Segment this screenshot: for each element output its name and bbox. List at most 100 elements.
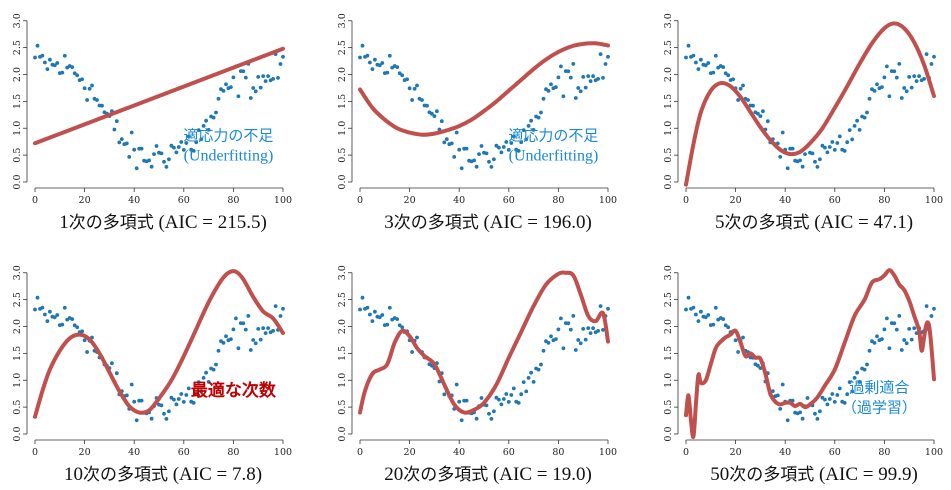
- data-point: [377, 63, 382, 68]
- data-point: [790, 146, 795, 151]
- caption-close: ): [256, 464, 262, 485]
- y-tick-label: 0.5: [12, 148, 23, 163]
- x-tick-label: 0: [683, 195, 689, 206]
- panel-caption: 10次の多項式 (AIC = 7.8): [64, 464, 262, 485]
- data-point: [855, 370, 859, 375]
- data-point: [246, 314, 251, 318]
- y-tick-label: 2.0: [12, 67, 23, 82]
- panel-1: 0 20 40 60 80 100 0.0 0.5 1.0 1.5 2.0 2.5 3.0 適応力の不足 (…: [12, 13, 292, 233]
- data-point: [263, 79, 268, 83]
- x-tick-label: 80: [227, 195, 239, 206]
- data-point: [172, 145, 176, 150]
- data-point: [835, 393, 840, 397]
- data-point: [738, 86, 743, 91]
- caption-aic-value: AIC = 7.8: [179, 464, 256, 485]
- data-point: [885, 316, 889, 321]
- data-point: [546, 341, 551, 345]
- best-degree-label: 最適な次数: [191, 380, 277, 401]
- data-point: [586, 74, 591, 78]
- data-point: [380, 61, 385, 65]
- data-point: [887, 346, 892, 351]
- data-point: [699, 309, 703, 314]
- data-point: [696, 67, 701, 71]
- data-point: [568, 75, 573, 80]
- data-point: [80, 329, 84, 334]
- data-point: [464, 398, 469, 403]
- data-point: [114, 119, 119, 124]
- data-point: [167, 157, 171, 162]
- data-point: [365, 53, 370, 58]
- data-point: [561, 346, 566, 351]
- data-point: [813, 159, 817, 164]
- data-point: [258, 337, 263, 342]
- fit-curve: [33, 46, 285, 146]
- x-tick-label: 20: [404, 447, 416, 458]
- data-point: [224, 334, 228, 339]
- data-point: [492, 157, 496, 162]
- data-point: [248, 348, 253, 352]
- data-point: [556, 327, 561, 332]
- data-point: [549, 82, 553, 87]
- data-point: [825, 402, 830, 407]
- data-point: [556, 75, 561, 80]
- data-point: [164, 165, 169, 169]
- data-point: [711, 322, 716, 327]
- x-tick-label: 40: [779, 447, 791, 458]
- caption-polynomial: 次の多項式: [394, 213, 479, 233]
- data-point: [139, 146, 144, 151]
- data-point: [761, 109, 765, 114]
- data-point: [568, 327, 573, 332]
- data-point: [899, 96, 904, 100]
- data-point: [196, 380, 201, 384]
- data-point: [691, 305, 696, 310]
- data-point: [33, 307, 37, 312]
- data-point: [442, 140, 447, 145]
- data-point: [80, 77, 84, 82]
- data-point: [823, 145, 827, 150]
- data-point: [464, 146, 469, 151]
- data-point: [40, 53, 45, 58]
- data-point: [862, 115, 867, 120]
- data-point: [798, 158, 802, 163]
- data-point: [60, 322, 65, 327]
- data-point: [114, 371, 119, 376]
- data-point: [713, 305, 718, 310]
- data-point: [199, 137, 204, 142]
- data-point: [606, 54, 610, 59]
- y-tick-label: 1.5: [663, 94, 674, 109]
- data-point: [554, 337, 558, 341]
- data-point: [360, 43, 365, 48]
- data-point: [278, 314, 283, 318]
- y-tick-label: 3.0: [663, 13, 674, 28]
- data-point: [100, 103, 104, 108]
- data-point: [214, 110, 218, 115]
- data-point: [862, 367, 867, 372]
- data-point: [907, 327, 912, 331]
- data-point: [852, 124, 857, 128]
- caption-aic-value: 19.0: [552, 464, 585, 485]
- data-point: [699, 57, 703, 62]
- y-tick-label: 1.5: [663, 346, 674, 361]
- data-point: [459, 166, 464, 171]
- x-tick-label: 60: [829, 447, 841, 458]
- data-point: [549, 334, 553, 339]
- caption-aic-value: 99.9: [878, 464, 911, 485]
- data-point: [236, 94, 241, 99]
- caption-degree: 50: [710, 464, 729, 485]
- data-point: [497, 145, 501, 150]
- data-point: [531, 380, 536, 384]
- data-point: [501, 145, 506, 149]
- data-point: [400, 73, 405, 78]
- x-tick-label: 60: [829, 195, 841, 206]
- data-point: [932, 54, 936, 59]
- data-point: [823, 397, 827, 402]
- data-point: [521, 128, 526, 133]
- data-point: [885, 64, 889, 69]
- data-point: [691, 53, 696, 58]
- data-point: [536, 115, 541, 120]
- data-point: [162, 411, 166, 416]
- caption-close: ): [585, 212, 591, 233]
- data-point: [370, 319, 375, 323]
- y-tick-label: 2.5: [337, 40, 348, 55]
- y-tick-label: 0.5: [12, 400, 23, 415]
